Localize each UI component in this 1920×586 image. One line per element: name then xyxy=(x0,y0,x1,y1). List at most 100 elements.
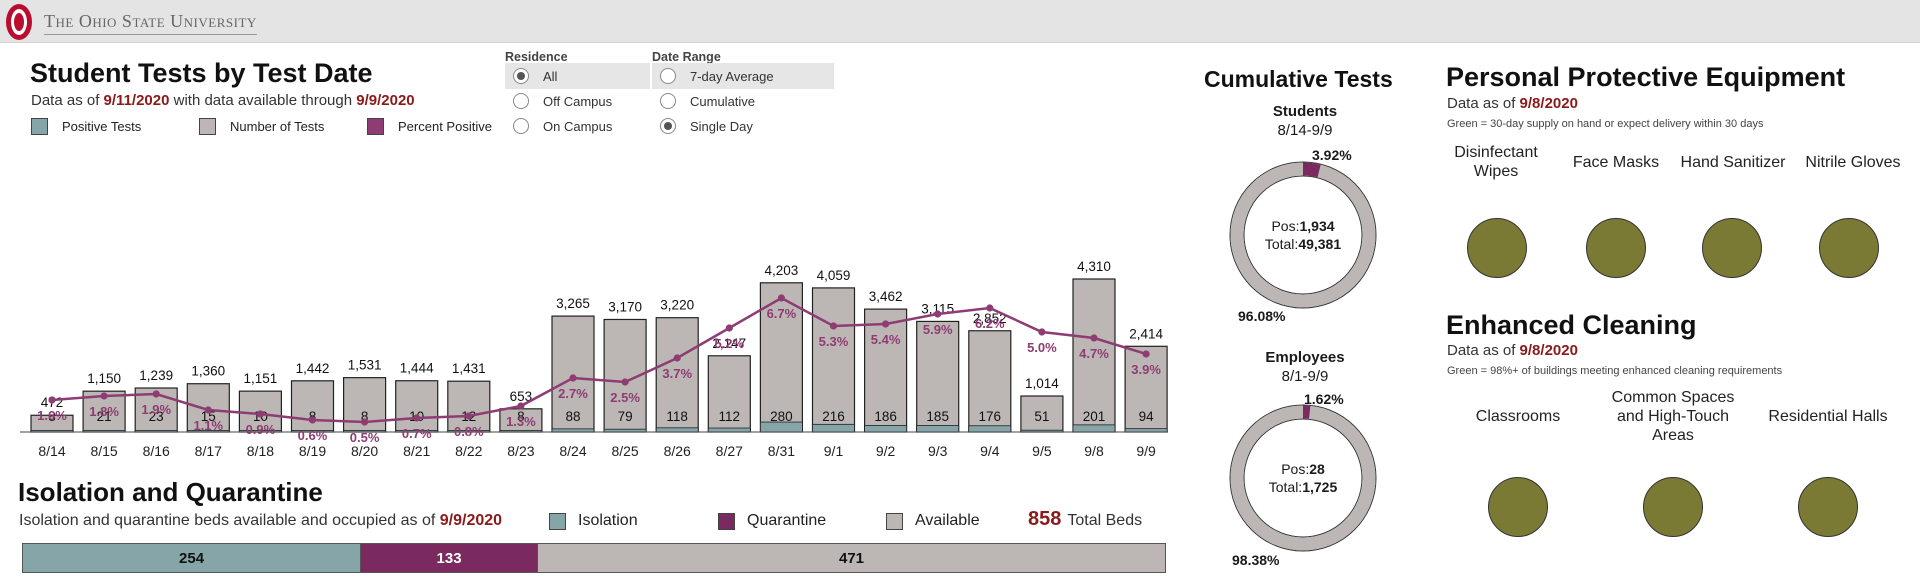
label-percent-positive: 0.7% xyxy=(402,426,432,441)
label-positive-tests: 176 xyxy=(979,409,1002,424)
legend-swatch xyxy=(549,512,566,530)
tests-bar-chart: 47288/141,150218/151,239238/161,360158/1… xyxy=(20,259,1168,459)
label-positive-tests: 15 xyxy=(201,409,216,424)
label-percent-positive: 3.7% xyxy=(662,366,692,381)
ppe-status-dot xyxy=(1586,218,1646,278)
label-number-of-tests: 3,265 xyxy=(556,296,590,311)
label-number-of-tests: 1,431 xyxy=(452,361,486,376)
ppe-title: Personal Protective Equipment xyxy=(1446,62,1846,92)
label-number-of-tests: 1,360 xyxy=(191,364,225,379)
x-tick-label: 9/1 xyxy=(824,443,844,459)
employees-donut-center: Pos:28 Total:1,725 xyxy=(1268,461,1338,495)
label-percent-positive: 0.6% xyxy=(298,428,328,443)
label-number-of-tests: 1,151 xyxy=(244,371,278,386)
date-range-option-7day[interactable]: 7-day Average xyxy=(652,63,834,89)
point-percent-positive xyxy=(48,396,56,404)
radio-icon[interactable] xyxy=(513,93,529,109)
cleaning-status-dot xyxy=(1643,477,1703,537)
employees-heading: Employees xyxy=(1265,349,1345,366)
bar-number-of-tests xyxy=(863,308,908,433)
label-number-of-tests: 2,852 xyxy=(973,311,1007,326)
radio-icon[interactable] xyxy=(660,68,676,84)
block-o-logo-icon[interactable] xyxy=(6,4,32,40)
bar-number-of-tests xyxy=(551,315,595,433)
point-percent-positive xyxy=(673,354,681,362)
university-name[interactable]: The Ohio State University xyxy=(44,11,257,35)
legend-swatch xyxy=(718,512,735,530)
radio-icon[interactable] xyxy=(513,118,529,134)
legend-positive-tests: Positive Tests xyxy=(31,118,141,135)
cleaning-status-dot xyxy=(1488,477,1548,537)
label-positive-tests: 112 xyxy=(719,409,741,424)
label-percent-positive: 0.5% xyxy=(350,430,380,445)
segment-available: 471 xyxy=(538,544,1165,572)
ppe-status-dot xyxy=(1467,218,1527,278)
radio-icon[interactable] xyxy=(660,93,676,109)
date-range-option-single-day[interactable]: Single Day xyxy=(652,113,834,139)
bar-number-of-tests xyxy=(707,355,751,433)
x-tick-label: 8/20 xyxy=(351,443,378,459)
label-positive-tests: 79 xyxy=(618,409,633,424)
employees-pct-negative: 98.38% xyxy=(1232,552,1280,568)
legend-percent-positive: Percent Positive xyxy=(367,118,492,135)
cleaning-label-common-spaces: Common Spaces and High-Touch Areas xyxy=(1611,389,1735,444)
x-tick-label: 8/26 xyxy=(664,443,691,459)
label-number-of-tests: 4,310 xyxy=(1077,259,1111,274)
bar-number-of-tests xyxy=(916,320,960,433)
cleaning-subtitle: Data as of 9/8/2020 xyxy=(1447,342,1578,359)
label-positive-tests: 201 xyxy=(1083,409,1106,424)
x-tick-label: 8/31 xyxy=(768,443,795,459)
tests-subtitle: Data as of 9/11/2020 with data available… xyxy=(31,92,415,109)
point-percent-positive xyxy=(517,402,525,410)
residence-option-all[interactable]: All xyxy=(505,63,650,89)
label-percent-positive: 2.5% xyxy=(610,390,640,405)
residence-option-off-campus[interactable]: Off Campus xyxy=(505,88,650,114)
label-number-of-tests: 1,239 xyxy=(139,368,173,383)
ppe-label-disinfectant-wipes: Disinfectant Wipes xyxy=(1454,144,1538,180)
ppe-label-nitrile-gloves: Nitrile Gloves xyxy=(1805,154,1901,171)
label-percent-positive: 6.2% xyxy=(975,316,1005,331)
x-tick-label: 9/4 xyxy=(980,443,1000,459)
cleaning-status-dot xyxy=(1798,477,1858,537)
radio-selected-icon[interactable] xyxy=(513,68,529,84)
label-percent-positive: 3.9% xyxy=(1131,362,1161,377)
label-percent-positive: 1.3% xyxy=(506,414,536,429)
bar-positive-tests xyxy=(655,427,699,433)
students-pct-positive: 3.92% xyxy=(1312,147,1352,163)
label-percent-positive: 2.7% xyxy=(558,386,588,401)
x-tick-label: 9/3 xyxy=(928,443,948,459)
bar-positive-tests xyxy=(707,427,751,433)
legend-available: Available xyxy=(886,512,980,530)
legend-swatch xyxy=(199,118,216,135)
cleaning-title: Enhanced Cleaning xyxy=(1446,310,1697,340)
point-percent-positive xyxy=(308,416,317,424)
isolation-subtitle: Isolation and quarantine beds available … xyxy=(19,512,503,529)
isolation-title: Isolation and Quarantine xyxy=(18,477,323,507)
label-positive-tests: 94 xyxy=(1139,409,1155,424)
legend-swatch xyxy=(886,512,903,530)
total-beds-value: 858 xyxy=(1028,508,1062,530)
date-range-option-cumulative[interactable]: Cumulative xyxy=(652,88,834,114)
tests-as-of-date: 9/11/2020 xyxy=(103,92,170,109)
point-percent-positive xyxy=(934,310,942,318)
bar-positive-tests xyxy=(864,424,907,433)
label-number-of-tests: 4,203 xyxy=(765,263,799,278)
x-tick-label: 8/25 xyxy=(611,443,638,459)
label-number-of-tests: 1,442 xyxy=(296,361,330,376)
tests-through-date: 9/9/2020 xyxy=(356,92,415,109)
label-percent-positive: 5.0% xyxy=(1027,340,1057,355)
point-percent-positive xyxy=(882,320,890,328)
label-number-of-tests: 1,531 xyxy=(348,358,382,373)
label-percent-positive: 1.6% xyxy=(37,408,67,423)
donut-outer-edge xyxy=(1229,161,1377,309)
cleaning-label-classrooms: Classrooms xyxy=(1475,408,1561,425)
radio-selected-icon[interactable] xyxy=(660,118,676,134)
bar-positive-tests xyxy=(1072,424,1116,433)
residence-option-on-campus[interactable]: On Campus xyxy=(505,113,650,139)
top-bar: The Ohio State University xyxy=(0,0,1920,43)
x-tick-label: 9/8 xyxy=(1084,443,1104,459)
legend-quarantine: Quarantine xyxy=(718,512,826,530)
donut-outer-edge xyxy=(1229,404,1377,552)
donut-inner-edge xyxy=(1243,418,1363,538)
beds-stacked-bar: 254 133 471 xyxy=(22,543,1166,573)
